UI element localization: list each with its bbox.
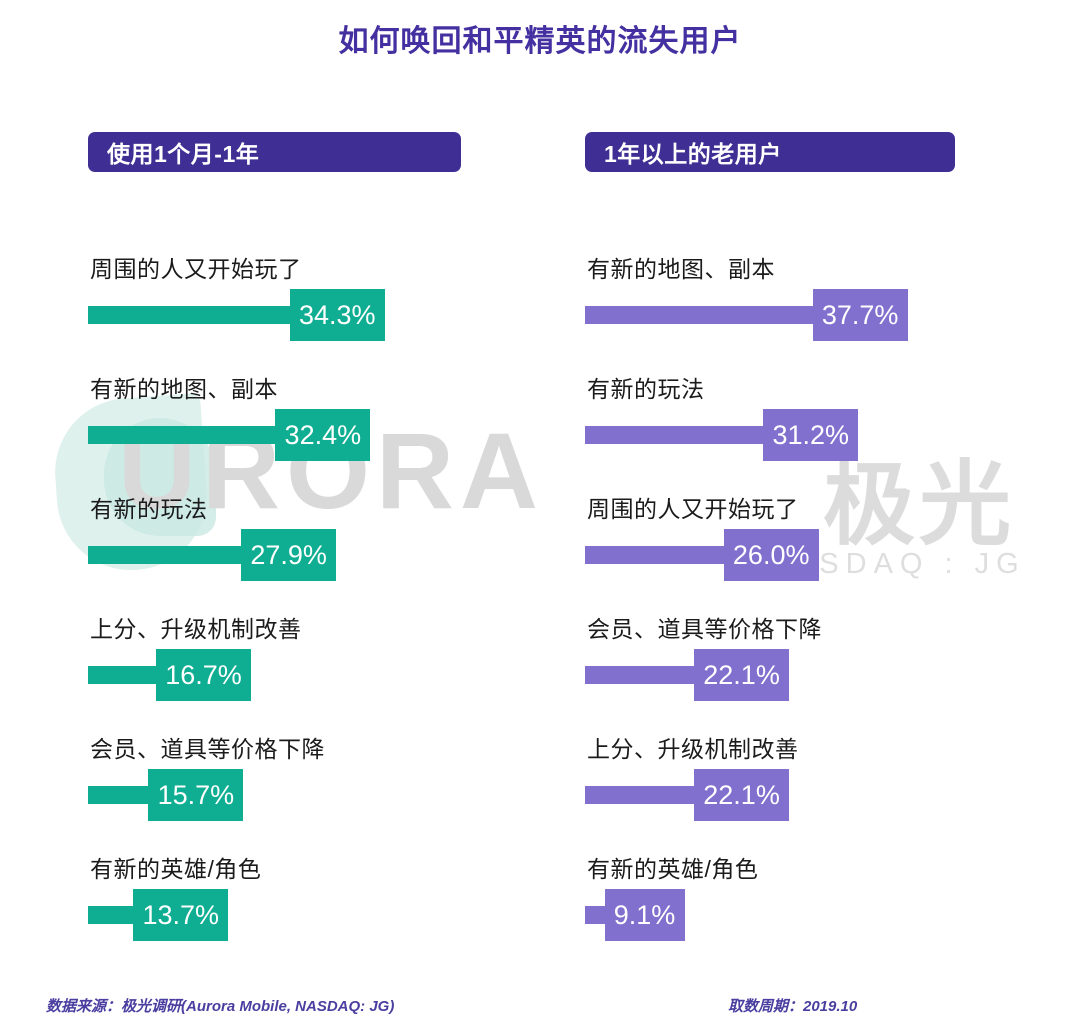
bar-value-label: 31.2% [763,409,859,461]
footer-source: 数据来源：极光调研(Aurora Mobile, NASDAQ: JG) [46,998,395,1015]
bar-value-label: 34.3% [289,289,385,341]
bar-value-label: 27.9% [241,529,337,581]
bar-category-label: 会员、道具等价格下降 [90,736,325,762]
bar [585,666,695,684]
page-title: 如何唤回和平精英的流失用户 [338,25,742,58]
bar-value-label: 16.7% [156,649,252,701]
bar-row: 周围的人又开始玩了 34.3% [88,250,548,370]
bar-category-label: 会员、道具等价格下降 [587,616,822,642]
panel-left-rows: 周围的人又开始玩了 34.3% 有新的地图、副本 32.4% 有新的玩法 27.9% 上分、… [88,172,548,941]
bar-row: 有新的英雄/角色 9.1% [585,850,1045,970]
bar [585,546,724,564]
bar-category-label: 有新的英雄/角色 [587,856,759,882]
bar-row: 有新的玩法 31.2% [585,370,1045,490]
bar-row: 会员、道具等价格下降 22.1% [585,610,1045,730]
bar-row: 有新的地图、副本 37.7% [585,250,1045,370]
bar-category-label: 有新的玩法 [587,376,705,402]
bar-row: 上分、升级机制改善 16.7% [88,610,548,730]
bar-category-label: 有新的地图、副本 [587,256,775,282]
panel-left-header: 使用1个月-1年 [88,132,461,172]
panel-right-rows: 有新的地图、副本 37.7% 有新的玩法 31.2% 周围的人又开始玩了 26.0% 会员、… [585,172,1045,941]
bar-row: 上分、升级机制改善 22.1% [585,730,1045,850]
bar [585,426,764,444]
bar [585,306,813,324]
bar [88,906,134,924]
bar-value-label: 26.0% [723,529,819,581]
bar [88,306,290,324]
bar-row: 有新的英雄/角色 13.7% [88,850,548,970]
bar-category-label: 有新的玩法 [90,496,208,522]
bar-value-label: 22.1% [694,769,790,821]
panel-right: 1年以上的老用户 有新的地图、副本 37.7% 有新的玩法 31.2% 周围的人又开始玩… [585,132,1045,941]
bar [88,546,242,564]
footer-period: 取数周期：2019.10 [728,998,858,1015]
bar [88,666,157,684]
bar-category-label: 有新的地图、副本 [90,376,278,402]
bar-value-label: 13.7% [133,889,229,941]
footer: 数据来源：极光调研(Aurora Mobile, NASDAQ: JG) 取数周… [0,995,1080,1025]
bar-value-label: 9.1% [604,889,685,941]
bar [585,906,605,924]
bar-category-label: 周围的人又开始玩了 [90,256,302,282]
bar-value-label: 15.7% [148,769,244,821]
bar-row: 有新的地图、副本 32.4% [88,370,548,490]
bar [585,786,695,804]
bar [88,426,276,444]
bar-category-label: 周围的人又开始玩了 [587,496,799,522]
bar-row: 有新的玩法 27.9% [88,490,548,610]
bar [88,786,149,804]
panel-right-header: 1年以上的老用户 [585,132,955,172]
bar-value-label: 32.4% [275,409,371,461]
panel-left: 使用1个月-1年 周围的人又开始玩了 34.3% 有新的地图、副本 32.4% 有新的玩… [88,132,548,941]
bar-category-label: 上分、升级机制改善 [90,616,302,642]
bar-value-label: 37.7% [812,289,908,341]
bar-row: 会员、道具等价格下降 15.7% [88,730,548,850]
bar-value-label: 22.1% [694,649,790,701]
bar-category-label: 上分、升级机制改善 [587,736,799,762]
bar-category-label: 有新的英雄/角色 [90,856,262,882]
bar-row: 周围的人又开始玩了 26.0% [585,490,1045,610]
